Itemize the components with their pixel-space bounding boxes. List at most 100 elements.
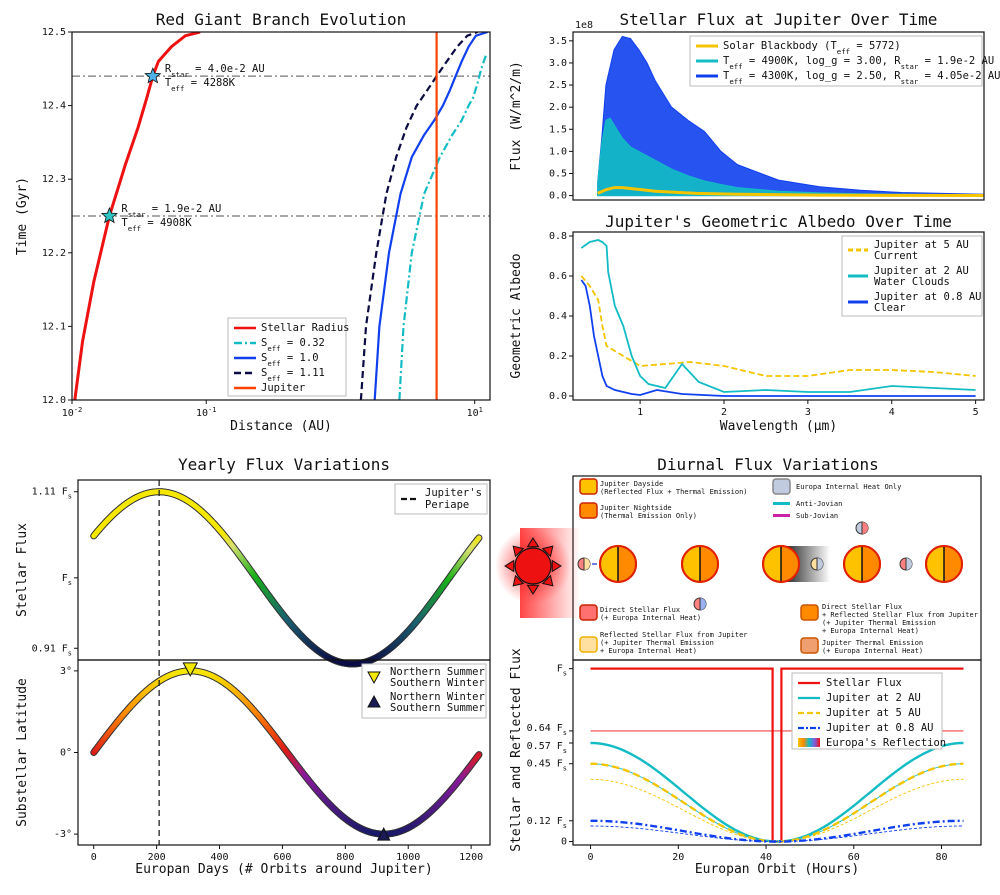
substellar-xtick-2: 400 — [210, 852, 228, 863]
diurnal-xtick-0: 0 — [588, 852, 594, 863]
diagram-label-combined-3: (+ Jupiter Thermal Emission — [822, 619, 936, 627]
diurnal-title: Diurnal Flux Variations — [657, 455, 879, 474]
diagram-label-nightside-2: (Thermal Emission Only) — [600, 512, 697, 520]
diurnal-ytick-0: Fs — [557, 664, 567, 678]
substellar-ytick-1: 0° — [60, 748, 72, 759]
diagram-swatch-combined — [800, 604, 819, 621]
albedo-title: Jupiter's Geometric Albedo Over Time — [605, 212, 952, 231]
albedo-legend-sublabel-2: Clear — [874, 302, 906, 314]
rgb-ytick-2: 12.2 — [42, 248, 66, 259]
diagram-label-reflected: Reflected Stellar Flux from Jupiter — [600, 631, 748, 639]
europa-icon-1-half — [584, 558, 590, 570]
diurnal-plot-area — [590, 667, 964, 843]
sun-ray-icon — [512, 574, 525, 587]
substellar-xlabel: Europan Days (# Orbits around Jupiter) — [135, 862, 432, 877]
diagram-label-subjovian: Sub-Jovian — [796, 512, 838, 520]
diagram-label-antijovian: Anti-Jovian — [796, 500, 842, 508]
rgb-annotation-teff-1: Teff = 4908K — [121, 217, 192, 233]
rgb-legend-label-1: Seff = 0.32 — [261, 337, 325, 353]
albedo-series-0 — [580, 239, 976, 393]
substellar-xtick-5: 1000 — [396, 852, 420, 863]
substellar-legend-label-1: Northern Winter — [390, 691, 485, 703]
rgb-series-1 — [398, 53, 488, 400]
rgb-xtick-2: 101 — [467, 406, 483, 419]
jupiter-icon-3-rim — [762, 545, 800, 583]
diagram-swatch-internal — [772, 478, 791, 495]
rgb-legend-label-0: Stellar Radius — [261, 322, 350, 334]
albedo-xtick-0: 1 — [637, 407, 643, 418]
albedo-xtick-1: 2 — [721, 407, 727, 418]
rgb-legend-label-3: Seff = 1.11 — [261, 367, 325, 383]
flux-legend-label-0: Solar Blackbody (Teff = 5772) — [723, 40, 901, 56]
rgb-annotation-teff-0: Teff = 4288K — [165, 77, 236, 93]
diagram-label-reflected-3: + Europa Internal Heat) — [600, 647, 697, 655]
jupiter-icon-5-rim — [925, 545, 963, 583]
rgb-series-0 — [73, 32, 201, 400]
flux-legend-label-2: Teff = 4300K, log_g = 2.50, Rstar = 4.05… — [723, 70, 1000, 86]
substellar-xtick-6: 1200 — [459, 852, 483, 863]
diurnal-thin-2 — [590, 825, 964, 842]
europa-icon-5-half — [906, 558, 912, 570]
yearly-legend-label-2: Periape — [425, 499, 469, 511]
diurnal-series-1 — [590, 762, 964, 843]
diurnal-legend-swatch-4 — [798, 738, 820, 747]
flux-plot-area — [597, 35, 984, 197]
diurnal-xlabel: Europan Orbit (Hours) — [695, 862, 859, 877]
diagram-label-thermal-2: (+ Europa Internal Heat) — [822, 647, 923, 655]
rgb-plot-area — [72, 32, 490, 400]
rgb-annotation-radius-1: Rstar = 1.9e-2 AU — [121, 203, 221, 219]
rgb-xtick-0: 10-2 — [62, 406, 82, 419]
jupiter-icon-2-rim — [681, 545, 719, 583]
diurnal-xtick-4: 80 — [935, 852, 947, 863]
albedo-ytick-2: 0.4 — [549, 311, 567, 322]
albedo-xtick-3: 4 — [889, 407, 895, 418]
diurnal-legend-label-1: Jupiter at 2 AU — [826, 692, 921, 704]
rgb-ytick-1: 12.1 — [42, 321, 66, 332]
rgb-legend-label-2: Seff = 1.0 — [261, 352, 319, 368]
substellar-legend-swatch-0 — [367, 671, 381, 685]
albedo-legend-sublabel-0: Current — [874, 250, 918, 262]
diagram-label-direct-2: (+ Europa Internal Heat) — [600, 614, 701, 622]
albedo-ytick-0: 0.0 — [549, 391, 567, 402]
diurnal-thin-1 — [590, 778, 964, 842]
flux-multiplier: 1e8 — [575, 20, 593, 31]
diurnal-xtick-2: 40 — [760, 852, 772, 863]
diagram-label-thermal: Jupiter Thermal Emission — [822, 639, 923, 647]
jupiter-icon-1-rim — [599, 545, 637, 583]
substellar-ylabel: Substellar Latitude — [15, 678, 30, 827]
jupiter-icon-2-night — [700, 546, 718, 582]
yearly-legend-label: Jupiter's — [425, 487, 482, 499]
substellar-legend-sublabel-1: Southern Summer — [390, 702, 485, 714]
rgb-star-marker-0 — [144, 67, 162, 84]
sun-icon — [514, 547, 552, 585]
sun-ray-icon — [526, 537, 540, 548]
diagram-label-dayside-2: (Reflected Flux + Thermal Emission) — [600, 488, 748, 496]
rgb-xtick-1: 10-1 — [196, 406, 216, 419]
rgb-ytick-0: 12.0 — [42, 395, 66, 406]
substellar-legend-sublabel-0: Southern Winter — [390, 677, 485, 689]
jupiter-icon-4-night — [862, 546, 880, 582]
substellar-curve-seg — [474, 752, 482, 760]
flux-area-0 — [597, 35, 984, 197]
diagram-label-direct: Direct Stellar Flux — [600, 606, 680, 614]
rgb-ytick-3: 12.3 — [42, 174, 66, 185]
diurnal-ylabel: Stellar and Reflected Flux — [509, 648, 524, 852]
rgb-legend-label-4: Jupiter — [261, 382, 305, 394]
rgb-series-2 — [373, 32, 489, 400]
diagram-swatch-thermal — [800, 637, 819, 654]
flux-ytick-3: 1.5 — [549, 124, 567, 135]
sun-ray-icon — [526, 584, 540, 595]
flux-legend-label-1: Teff = 4900K, log_g = 3.00, Rstar = 1.9e… — [723, 55, 994, 71]
albedo-ytick-1: 0.2 — [549, 351, 567, 362]
jupiter-icon-3-night — [781, 546, 799, 582]
diagram-swatch-direct — [579, 604, 598, 621]
rgb-series-3 — [359, 32, 478, 400]
diurnal-legend-label-3: Jupiter at 0.8 AU — [826, 722, 933, 734]
rgb-ytick-5: 12.5 — [42, 27, 66, 38]
yearly-curve-seg — [474, 535, 482, 543]
substellar-legend-label-0: Northern Summer — [390, 666, 485, 678]
albedo-ylabel: Geometric Albedo — [509, 253, 524, 378]
jupiter-icon-4-rim — [843, 545, 881, 583]
diurnal-ytick-1: 0.64 Fs — [527, 723, 567, 737]
